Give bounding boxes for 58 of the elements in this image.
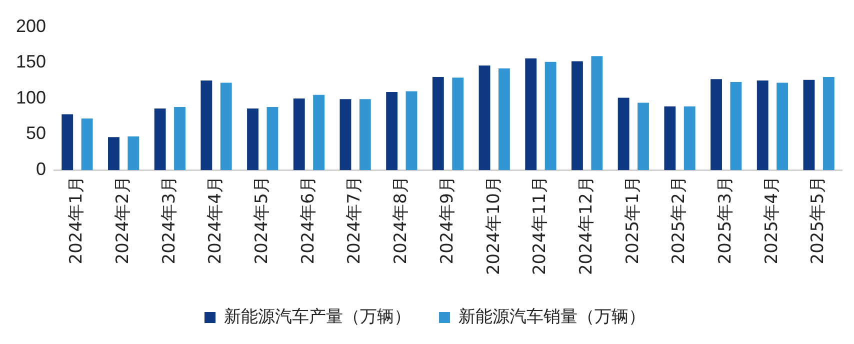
bar — [108, 137, 120, 170]
y-tick-label: 50 — [26, 123, 46, 144]
y-tick-label: 0 — [36, 159, 46, 180]
x-tick-label: 2024年8月 — [391, 176, 412, 264]
bar — [340, 99, 352, 170]
bar — [776, 82, 788, 170]
bar — [684, 106, 696, 170]
bar — [406, 91, 418, 170]
bar — [618, 98, 630, 170]
x-tick-label: 2025年3月 — [716, 176, 736, 264]
y-tick-label: 100 — [16, 87, 46, 108]
legend-label: 新能源汽车产量（万辆） — [224, 306, 411, 327]
x-tick-label: 2024年7月 — [344, 176, 365, 264]
bar — [572, 61, 583, 170]
x-tick-label: 2024年3月 — [159, 176, 180, 264]
bar — [525, 58, 537, 170]
bar — [200, 80, 212, 170]
bar — [62, 114, 74, 170]
bar — [478, 65, 490, 170]
bar — [756, 80, 768, 170]
bar — [638, 102, 649, 170]
bar — [664, 106, 676, 170]
bar — [591, 56, 603, 170]
bar — [313, 94, 325, 170]
x-tick-label: 2024年9月 — [437, 176, 458, 264]
x-tick-label: 2024年12月 — [576, 176, 596, 276]
x-tick-label: 2025年5月 — [808, 176, 828, 264]
bar — [386, 92, 398, 170]
bar — [803, 80, 815, 170]
bar — [498, 68, 510, 170]
legend-label: 新能源汽车销量（万辆） — [458, 306, 646, 327]
bar — [544, 62, 556, 170]
x-tick-label: 2024年6月 — [298, 176, 318, 264]
x-tick-label: 2024年2月 — [112, 176, 133, 264]
bar — [432, 76, 444, 170]
x-tick-label: 2025年2月 — [669, 176, 690, 264]
bar — [174, 107, 186, 170]
bar — [359, 99, 371, 170]
x-tick-label: 2024年5月 — [252, 176, 272, 264]
bar — [220, 82, 232, 170]
bar — [154, 108, 166, 170]
bar — [81, 118, 93, 170]
bar — [293, 98, 305, 170]
x-tick-label: 2024年1月 — [66, 176, 87, 264]
bar — [730, 82, 742, 170]
bar — [128, 136, 140, 170]
x-tick-label: 2024年4月 — [206, 176, 226, 264]
bar — [247, 108, 258, 170]
bar — [452, 78, 464, 170]
y-tick-label: 200 — [16, 16, 46, 36]
bar — [822, 76, 834, 170]
x-tick-label: 2025年1月 — [622, 176, 643, 264]
x-tick-label: 2024年10月 — [484, 176, 504, 276]
x-tick-label: 2024年11月 — [530, 176, 550, 276]
y-tick-label: 150 — [16, 52, 46, 72]
bar — [266, 107, 278, 170]
bar — [710, 79, 722, 170]
x-tick-label: 2025年4月 — [762, 176, 782, 264]
